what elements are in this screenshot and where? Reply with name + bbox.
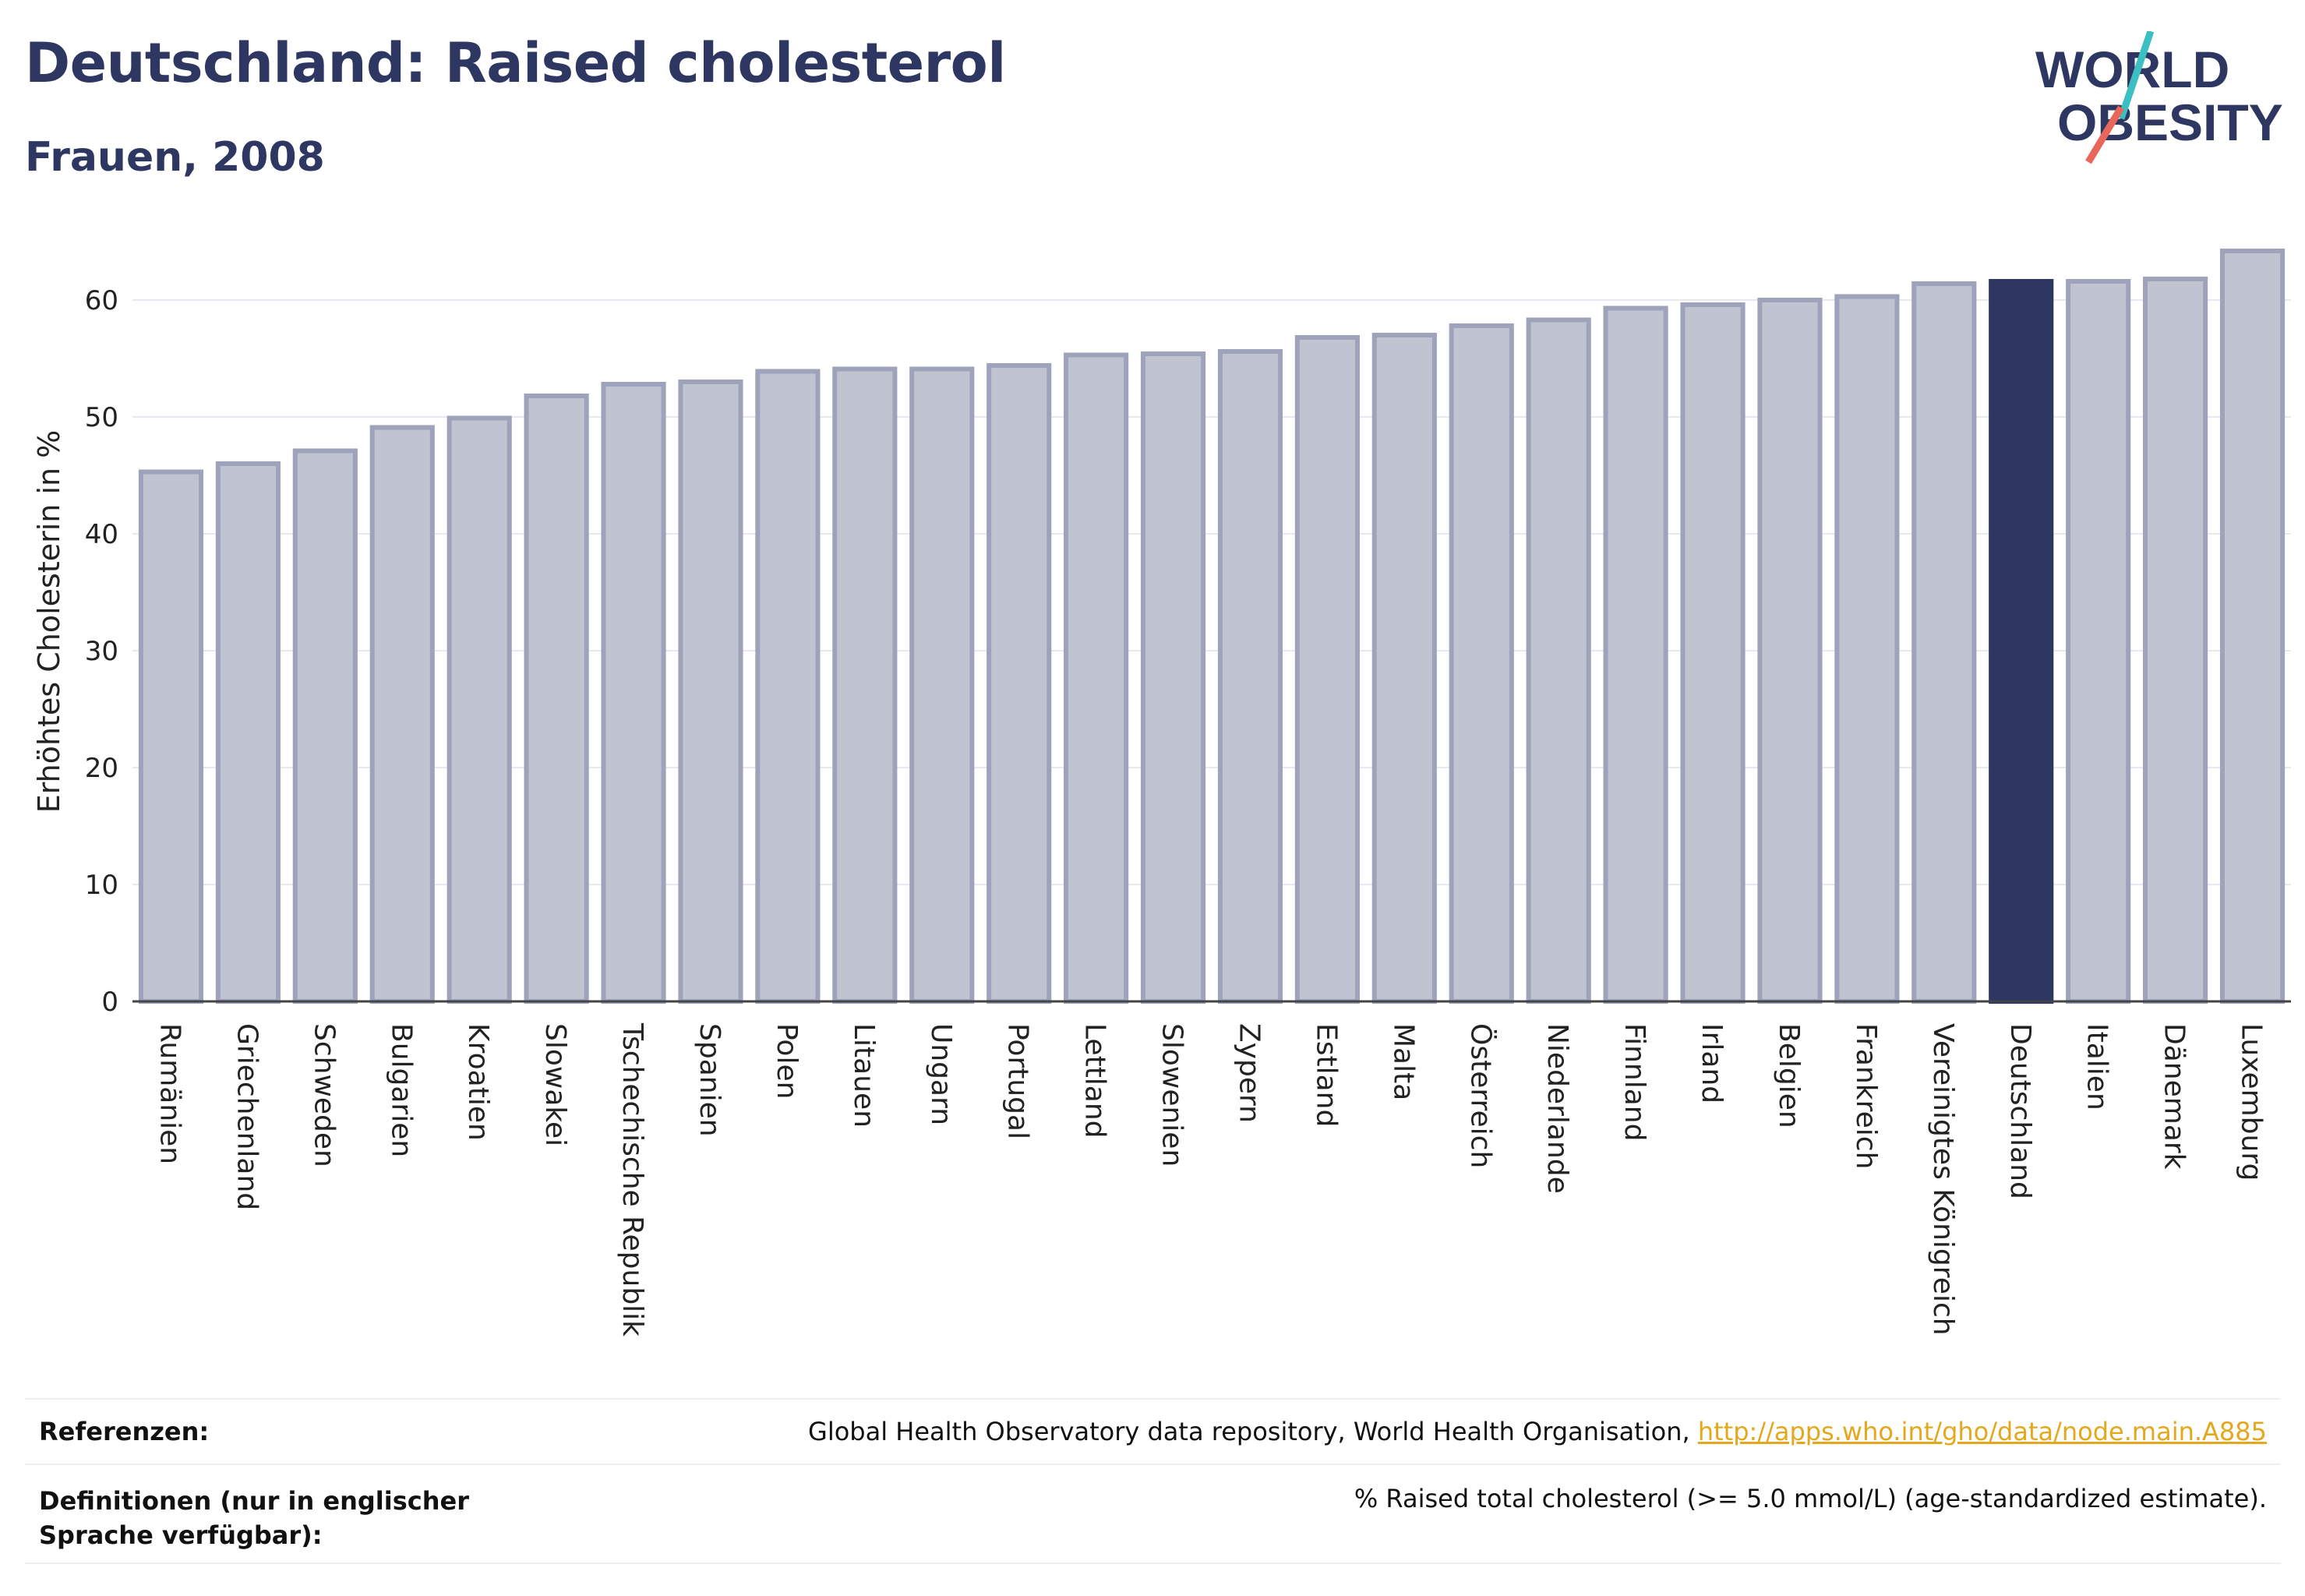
bar	[1064, 352, 1129, 1004]
x-tick-label: Österreich	[1464, 1023, 1497, 1168]
x-tick-label: Niederlande	[1541, 1023, 1573, 1194]
bar	[1834, 294, 1900, 1004]
x-tick-label: Bulgarien	[385, 1023, 417, 1157]
y-axis-title: Erhöhtes Cholesterin in %	[32, 430, 66, 814]
x-tick-label: Spanien	[694, 1023, 725, 1137]
references-text: Global Health Observatory data repositor…	[808, 1417, 1698, 1446]
bar	[215, 461, 281, 1004]
x-tick-label: Vereinigtes Königreich	[1927, 1023, 1959, 1336]
x-tick-label: Estland	[1310, 1023, 1342, 1127]
x-tick-label: Schweden	[308, 1023, 340, 1167]
y-tick-label: 30	[85, 636, 118, 667]
footer-divider	[25, 1464, 2281, 1465]
bar	[832, 366, 898, 1004]
definitions-row: Definitionen (nur in englischer Sprache …	[25, 1474, 2281, 1560]
x-tick-label: Belgien	[1773, 1023, 1805, 1128]
bar	[2219, 249, 2286, 1004]
bar	[1911, 281, 1977, 1004]
bar	[2066, 279, 2131, 1004]
bar	[2143, 277, 2208, 1004]
definitions-value: % Raised total cholesterol (>= 5.0 mmol/…	[1354, 1484, 2267, 1513]
y-tick-label: 50	[85, 402, 118, 433]
x-tick-label: Frankreich	[1850, 1023, 1882, 1169]
x-tick-label: Malta	[1387, 1023, 1419, 1100]
bar	[1217, 349, 1283, 1004]
logo-slash-teal	[2117, 31, 2155, 120]
bar	[138, 469, 204, 1004]
y-tick-label: 20	[85, 753, 118, 784]
y-tick-label: 0	[101, 987, 118, 1018]
x-tick-label: Dänemark	[2159, 1023, 2190, 1170]
y-tick-label: 10	[85, 870, 118, 901]
bar	[1680, 302, 1746, 1004]
bar	[1449, 323, 1514, 1004]
x-tick-label: Griechenland	[231, 1023, 263, 1210]
bar	[292, 448, 358, 1004]
bar	[1140, 351, 1206, 1004]
x-tick-label: Kroatien	[462, 1023, 494, 1141]
x-tick-label: Portugal	[1002, 1023, 1034, 1139]
x-tick-label: Luxemburg	[2236, 1023, 2268, 1181]
references-value: Global Health Observatory data repositor…	[808, 1417, 2267, 1446]
bar-highlight	[1989, 279, 2054, 1004]
x-tick-label: Slowakei	[539, 1023, 571, 1146]
x-tick-label: Litauen	[848, 1023, 880, 1128]
definitions-label: Definitionen (nur in englischer Sprache …	[39, 1486, 469, 1550]
bar	[369, 425, 435, 1004]
x-tick-label: Slowenien	[1156, 1023, 1188, 1167]
bar	[1371, 333, 1437, 1004]
footer-divider	[25, 1562, 2281, 1564]
references-link[interactable]: http://apps.who.int/gho/data/node.main.A…	[1697, 1417, 2267, 1446]
x-tick-label: Zypern	[1233, 1023, 1265, 1123]
bar	[909, 366, 975, 1004]
footer-divider	[25, 1398, 2281, 1400]
x-tick-label: Polen	[771, 1023, 803, 1099]
logo-line-2: OBESITY	[2057, 94, 2283, 151]
x-tick-label: Ungarn	[925, 1023, 957, 1125]
chart-title: Deutschland: Raised cholesterol	[25, 31, 1006, 95]
bar	[678, 380, 743, 1004]
bar	[1603, 305, 1668, 1004]
bar	[601, 382, 666, 1004]
bar	[1294, 335, 1360, 1004]
chart-subtitle: Frauen, 2008	[25, 134, 325, 181]
bar	[1526, 317, 1591, 1004]
x-tick-label: Irland	[1696, 1023, 1728, 1103]
bar	[1757, 298, 1823, 1004]
y-tick-label: 60	[85, 285, 118, 316]
bar-chart: 0 10 20 30 40 50 60 Erhöhtes Cholesterin in % Ru…	[32, 249, 2291, 1336]
y-tick-label: 40	[85, 519, 118, 550]
x-tick-label: Rumänien	[154, 1023, 185, 1164]
references-row: Referenzen: Global Health Observatory da…	[25, 1411, 2281, 1457]
x-tick-label: Tschechische Republik	[616, 1022, 648, 1336]
x-tick-label: Italien	[2081, 1023, 2113, 1110]
x-tick-label: Finnland	[1618, 1023, 1650, 1141]
bar	[447, 415, 512, 1004]
logo-slash-red	[2085, 105, 2124, 164]
world-obesity-logo[interactable]: WORLD OBESITY	[2034, 31, 2291, 171]
x-tick-label: Deutschland	[2004, 1023, 2036, 1199]
x-tick-label: Lettland	[1079, 1023, 1111, 1139]
bar	[524, 394, 589, 1004]
bar	[755, 369, 821, 1004]
bar	[987, 363, 1052, 1004]
references-label: Referenzen:	[39, 1417, 210, 1446]
